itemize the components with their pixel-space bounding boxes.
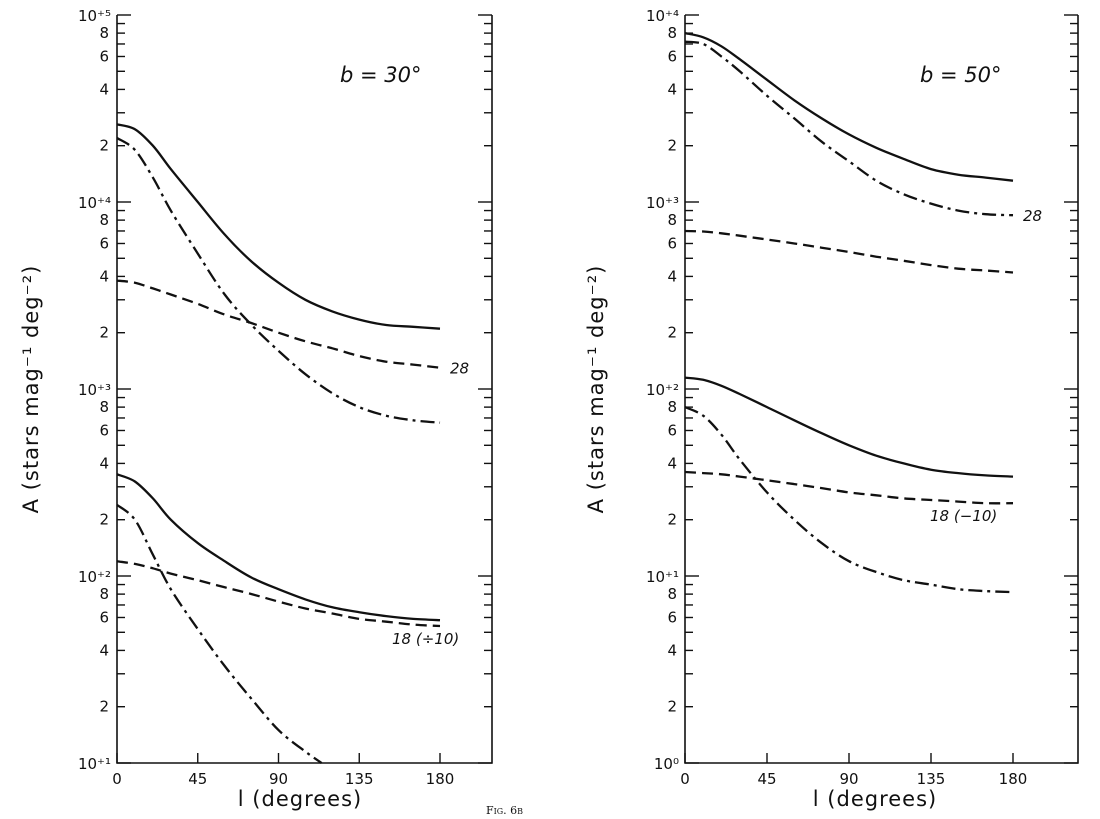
curve-label: 18 (÷10) xyxy=(392,630,459,648)
y-tick-label: 2 xyxy=(99,698,109,716)
x-axis-label: l (degrees) xyxy=(238,787,362,811)
x-tick-label: 135 xyxy=(345,770,374,788)
y-tick-label: 4 xyxy=(667,454,677,472)
y-tick-label: 8 xyxy=(99,398,109,416)
x-tick-label: 90 xyxy=(839,770,858,788)
panel-b50: 2 4 6 8 2 4 6 8 2 4 6 8 2 4 6 8 10⁰ 10⁺¹ 10⁺² 10⁺³ 10⁺⁴ 0 45 90… xyxy=(584,7,1079,811)
y-tick-label: 2 xyxy=(99,137,109,155)
plot-frame xyxy=(684,15,1079,764)
y-tick-label: 8 xyxy=(99,211,109,229)
y-major-label: 10⁺² xyxy=(646,381,679,399)
panel-title: b = 30° xyxy=(340,63,422,87)
series-18-dashed xyxy=(116,560,441,628)
x-tick-label: 135 xyxy=(917,770,946,788)
panel-b30: 2 4 6 8 2 4 6 8 2 4 6 8 2 4 6 8 10⁺¹ 10⁺² 10⁺³ 10⁺⁴ 10⁺⁵ 0 45 9… xyxy=(19,7,493,811)
x-tick-label: 180 xyxy=(999,770,1028,788)
series-28-dashed xyxy=(684,229,1014,274)
series-28-dashed xyxy=(116,279,441,369)
y-tick-label: 6 xyxy=(667,421,677,439)
y-tick-label: 2 xyxy=(99,511,109,529)
y-major-label: 10⁺⁴ xyxy=(646,7,679,25)
y-tick-label: 8 xyxy=(667,398,677,416)
y-tick-label: 2 xyxy=(99,324,109,342)
y-tick-label: 2 xyxy=(667,698,677,716)
x-tick-label: 0 xyxy=(680,770,690,788)
panel-title: b = 50° xyxy=(920,63,1002,87)
y-major-label: 10⁺¹ xyxy=(78,755,111,773)
y-tick-label: 6 xyxy=(99,608,109,626)
series-18-dash-dot xyxy=(684,406,1014,594)
y-tick-label: 2 xyxy=(667,511,677,529)
x-tick-label: 45 xyxy=(188,770,207,788)
y-tick-label: 8 xyxy=(667,211,677,229)
y-major-label: 10⁺¹ xyxy=(646,568,679,586)
series-28-dash-dot xyxy=(116,137,441,424)
y-major-label: 10⁰ xyxy=(654,755,679,773)
series-28-solid xyxy=(684,31,1014,182)
y-tick-label: 4 xyxy=(667,267,677,285)
y-major-label: 10⁺⁵ xyxy=(78,7,111,25)
series-28-solid xyxy=(116,123,441,330)
y-tick-label: 6 xyxy=(667,608,677,626)
y-tick-label: 4 xyxy=(99,267,109,285)
y-axis-label: A (stars mag⁻¹ deg⁻²) xyxy=(584,265,608,514)
series-18-dashed xyxy=(684,470,1014,505)
x-axis-label: l (degrees) xyxy=(813,787,937,811)
y-tick-label: 8 xyxy=(667,24,677,42)
y-tick-label: 4 xyxy=(667,641,677,659)
y-tick-label: 8 xyxy=(667,585,677,603)
y-tick-label: 4 xyxy=(99,80,109,98)
figure-caption: Fig. 6b xyxy=(486,804,523,817)
y-tick-label: 6 xyxy=(667,234,677,252)
y-tick-label: 4 xyxy=(667,80,677,98)
y-tick-label: 6 xyxy=(667,47,677,65)
x-tick-label: 45 xyxy=(757,770,776,788)
series-18-solid xyxy=(116,473,441,622)
y-axis-label: A (stars mag⁻¹ deg⁻²) xyxy=(19,265,43,514)
y-tick-label: 6 xyxy=(99,234,109,252)
y-tick-label: 2 xyxy=(667,324,677,342)
y-major-label: 10⁺² xyxy=(78,568,111,586)
y-major-label: 10⁺³ xyxy=(646,194,679,212)
x-tick-label: 90 xyxy=(269,770,288,788)
series-18-dash-dot xyxy=(116,503,323,764)
curve-label: 28 xyxy=(450,360,469,378)
x-tick-label: 180 xyxy=(426,770,455,788)
y-tick-label: 6 xyxy=(99,47,109,65)
curve-label: 18 (−10) xyxy=(930,507,997,525)
y-major-label: 10⁺³ xyxy=(78,381,111,399)
y-tick-label: 4 xyxy=(99,641,109,659)
y-major-label: 10⁺⁴ xyxy=(78,194,111,212)
plot-frame xyxy=(116,15,493,764)
y-tick-label: 8 xyxy=(99,24,109,42)
y-tick-label: 8 xyxy=(99,585,109,603)
y-tick-label: 4 xyxy=(99,454,109,472)
x-tick-label: 0 xyxy=(112,770,122,788)
y-tick-label: 6 xyxy=(99,421,109,439)
y-tick-label: 2 xyxy=(667,137,677,155)
curve-label: 28 xyxy=(1023,207,1042,225)
series-18-solid xyxy=(684,376,1014,478)
series-28-dash-dot xyxy=(684,40,1014,217)
